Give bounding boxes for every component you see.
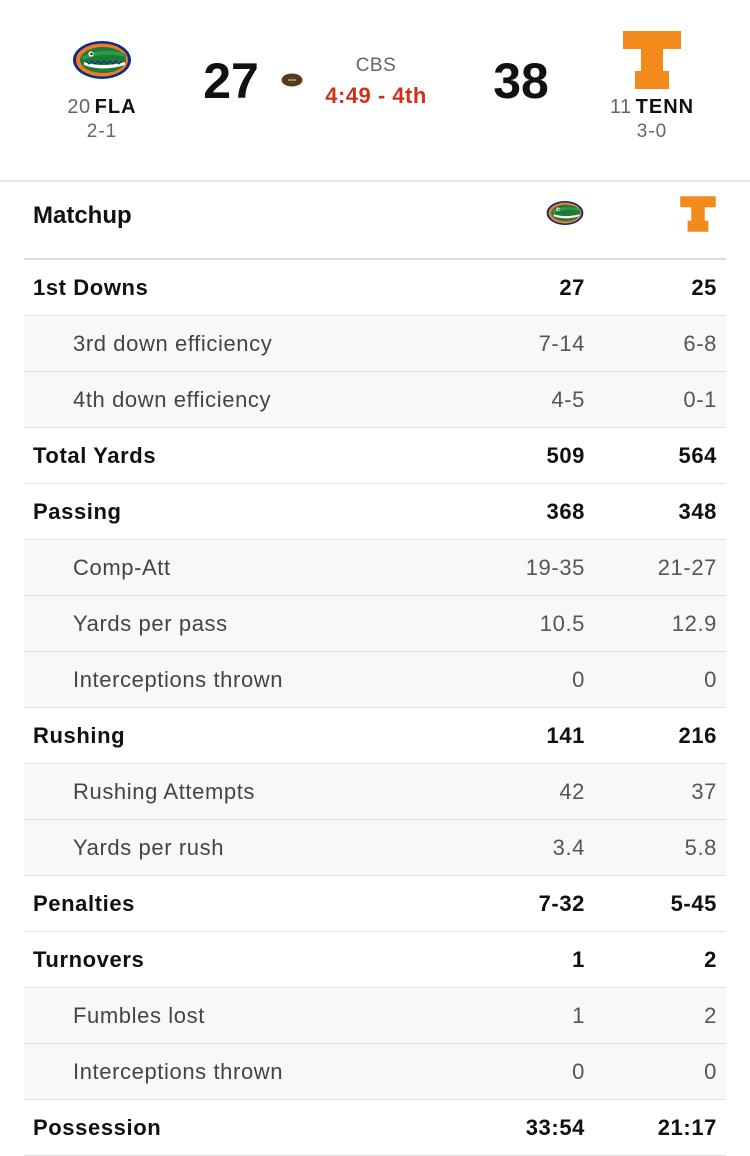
stat-label: Possession xyxy=(33,1115,162,1140)
matchup-header: Matchup xyxy=(24,182,726,260)
away-stat-value: 7-32 xyxy=(538,891,585,916)
tv-network: CBS xyxy=(355,55,397,76)
stat-row: 1st Downs 27 25 xyxy=(24,260,726,316)
away-rank: 20 xyxy=(67,96,91,118)
home-stat-value: 0 xyxy=(704,1059,717,1084)
stat-row: 4th down efficiency 4-5 0-1 xyxy=(24,372,726,428)
home-stat-value: 216 xyxy=(678,723,717,748)
stat-label: Turnovers xyxy=(33,947,145,972)
home-stat-value: 0 xyxy=(704,667,717,692)
away-stat-value: 19-35 xyxy=(525,555,585,580)
game-clock: 4:49 - 4th xyxy=(325,83,427,108)
stat-row: Possession 33:54 21:17 xyxy=(24,1100,726,1156)
stat-label: 3rd down efficiency xyxy=(73,331,273,356)
home-stat-value: 37 xyxy=(691,779,717,804)
away-score: 27 xyxy=(203,53,259,109)
stat-row: Yards per rush 3.4 5.8 xyxy=(24,820,726,876)
gator-logo-icon xyxy=(73,41,131,79)
away-stat-value: 27 xyxy=(559,275,585,300)
home-stat-value: 12.9 xyxy=(671,611,717,636)
home-stat-value: 5-45 xyxy=(670,891,717,916)
stat-label: Rushing Attempts xyxy=(73,779,256,804)
away-stat-value: 33:54 xyxy=(525,1115,585,1140)
stat-row: Rushing 141 216 xyxy=(24,708,726,764)
away-stat-value: 4-5 xyxy=(551,387,585,412)
stat-row: Yards per pass 10.5 12.9 xyxy=(24,596,726,652)
stat-row: Total Yards 509 564 xyxy=(24,428,726,484)
home-stat-value: 21-27 xyxy=(657,555,717,580)
football-icon xyxy=(281,73,303,87)
stat-row: Interceptions thrown 0 0 xyxy=(24,652,726,708)
home-stat-value: 21:17 xyxy=(657,1115,717,1140)
away-stat-value: 1 xyxy=(572,1003,585,1028)
away-stat-value: 0 xyxy=(572,1059,585,1084)
matchup-card: Matchup 1st Downs 27 25 3rd down efficiency… xyxy=(0,180,750,1156)
stat-label: Fumbles lost xyxy=(73,1003,205,1028)
away-stat-value: 42 xyxy=(559,779,585,804)
stat-label: Comp-Att xyxy=(73,555,171,580)
away-stat-value: 10.5 xyxy=(539,611,585,636)
power-t-logo-icon xyxy=(680,196,716,232)
away-stat-value: 7-14 xyxy=(538,331,585,356)
stat-row: Penalties 7-32 5-45 xyxy=(24,876,726,932)
home-stat-value: 25 xyxy=(691,275,717,300)
stat-row: Interceptions thrown 0 0 xyxy=(24,1044,726,1100)
home-record: 3-0 xyxy=(636,121,668,142)
home-team[interactable]: 11 TENN 3-0 xyxy=(572,28,732,143)
stat-label: Penalties xyxy=(33,891,136,916)
matchup-title: Matchup xyxy=(33,202,132,229)
power-t-logo-icon xyxy=(623,31,681,89)
stat-label: Interceptions thrown xyxy=(73,667,284,692)
stat-row: Rushing Attempts 42 37 xyxy=(24,764,726,820)
away-team-abbr: FLA xyxy=(94,96,137,118)
away-team[interactable]: 20 FLA 2-1 xyxy=(22,28,182,143)
stat-label: 4th down efficiency xyxy=(73,387,272,412)
stat-label: Yards per rush xyxy=(73,835,225,860)
home-team-abbr: TENN xyxy=(635,96,695,118)
away-stat-value: 1 xyxy=(572,947,585,972)
home-stat-value: 2 xyxy=(704,947,717,972)
home-stat-value: 2 xyxy=(704,1003,717,1028)
gator-logo-icon xyxy=(546,200,584,226)
away-record: 2-1 xyxy=(86,121,118,142)
stat-row: Turnovers 1 2 xyxy=(24,932,726,988)
score-header: 20 FLA 2-1 27 CBS 4:49 - 4th 38 11 TENN 3-… xyxy=(0,0,750,180)
stat-label: Passing xyxy=(33,499,122,524)
stat-row: Fumbles lost 1 2 xyxy=(24,988,726,1044)
away-stat-value: 0 xyxy=(572,667,585,692)
home-stat-value: 348 xyxy=(678,499,717,524)
away-stat-value: 3.4 xyxy=(552,835,585,860)
away-stat-value: 509 xyxy=(546,443,585,468)
stat-label: 1st Downs xyxy=(33,275,149,300)
stat-row: 3rd down efficiency 7-14 6-8 xyxy=(24,316,726,372)
stat-label: Total Yards xyxy=(33,443,157,468)
home-stat-value: 0-1 xyxy=(683,387,717,412)
away-stat-value: 368 xyxy=(546,499,585,524)
home-stat-value: 5.8 xyxy=(684,835,717,860)
stat-row: Passing 368 348 xyxy=(24,484,726,540)
stat-row: Comp-Att 19-35 21-27 xyxy=(24,540,726,596)
stat-label: Interceptions thrown xyxy=(73,1059,284,1084)
home-rank: 11 xyxy=(609,96,632,118)
stat-label: Yards per pass xyxy=(73,611,228,636)
stats-table: 1st Downs 27 25 3rd down efficiency 7-14 6-8 4… xyxy=(24,260,726,1156)
away-stat-value: 141 xyxy=(546,723,585,748)
home-stat-value: 6-8 xyxy=(683,331,717,356)
home-stat-value: 564 xyxy=(678,443,717,468)
stat-label: Rushing xyxy=(33,723,126,748)
home-score: 38 xyxy=(493,53,549,109)
